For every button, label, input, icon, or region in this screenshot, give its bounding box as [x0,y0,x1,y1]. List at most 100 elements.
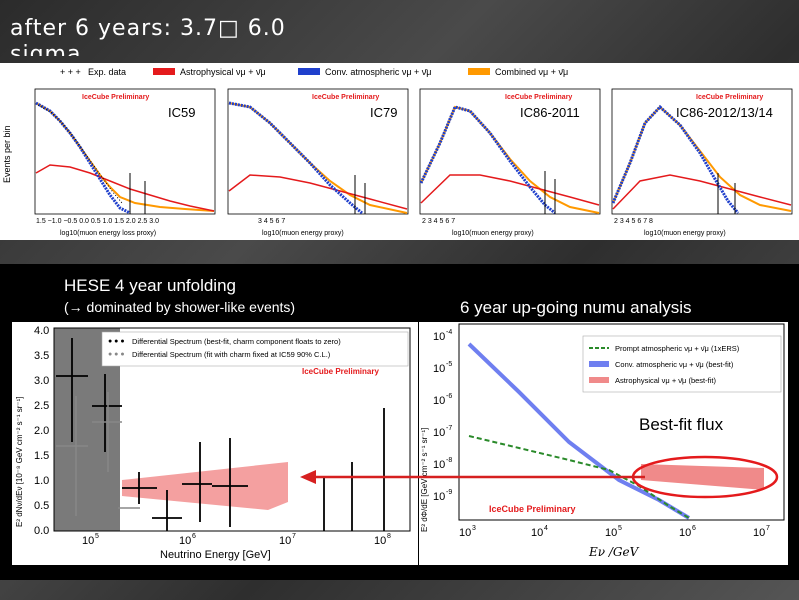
svg-text:5: 5 [95,533,99,540]
watermark: IceCube Preliminary [505,94,572,101]
astro-fit-band [122,462,288,510]
numu-plot-svg: 10 -4 10 -5 10 -6 10 -7 10 -8 10 -9 E² dΦ/dE [… [420,323,785,559]
svg-text:1.0: 1.0 [34,475,49,487]
watermark: IceCube Preliminary [82,94,149,101]
svg-text:-9: -9 [446,489,452,496]
hese-plot-svg: ● ● ● Differential Spectrum (best-fit, c… [15,325,411,561]
svg-text:10: 10 [679,527,691,539]
svg-text:10: 10 [179,535,191,547]
hese-data-points [56,338,385,531]
legend-label-combined: Combined νμ + ν̄μ [495,67,568,77]
svg-text:10: 10 [433,459,445,471]
hese-xticks: 10 5 10 6 10 7 10 8 [82,533,391,547]
svg-text:0.5: 0.5 [34,500,49,512]
top-legend: + + + Exp. data Astrophysical νμ + ν̄μ C… [60,67,568,77]
numu-ylabel: E² dΦ/dE [GeV cm⁻² s⁻¹ sr⁻¹] [420,428,429,532]
prompt-atmospheric-curve [468,435,690,519]
numu-xlabel: Eν /GeV [588,545,640,559]
slide-title: after 6 years: 3.7□ 6.0 sigma [10,16,286,56]
svg-text:10: 10 [433,427,445,439]
svg-text:4: 4 [544,525,548,532]
legend-label-astro: Astrophysical νμ + ν̄μ [180,67,266,77]
subplot-xlabel: log10(muon energy proxy) [262,230,344,237]
numu-watermark: IceCube Preliminary [489,504,576,514]
astrophysical-band [641,464,764,490]
subplot-xlabel: log10(muon energy loss proxy) [60,230,156,237]
legend-marker-data: + + + [60,67,81,77]
svg-text:10: 10 [433,363,445,375]
svg-text:7: 7 [766,525,770,532]
numu-legend-conv: Conv. atmospheric νμ + ν̄μ (best-fit) [615,360,734,369]
watermark: IceCube Preliminary [696,94,763,101]
subplot-title: IC86-2011 [520,105,580,120]
svg-text:-4: -4 [446,329,452,336]
subplot-title: IC86-2012/13/14 [676,105,773,120]
subplot-xlabel: log10(muon energy proxy) [452,230,534,237]
svg-text:10: 10 [433,331,445,343]
legend-swatch-combined [468,68,490,75]
legend-swatch-conv [298,68,320,75]
svg-text:-6: -6 [446,393,452,400]
svg-text:8: 8 [387,533,391,540]
xticks: 2 3 4 5 6 7 [422,218,455,225]
svg-text:10: 10 [279,535,291,547]
top-ylabel: Events per bin [2,125,12,183]
svg-text:3.0: 3.0 [34,375,49,387]
svg-text:3: 3 [472,525,476,532]
subplot-xlabel: log10(muon energy proxy) [644,230,726,237]
hese-legend-best-fit: Differential Spectrum (best-fit, charm c… [132,337,341,346]
svg-text:-5: -5 [446,361,452,368]
numu-flux-plot: 10 -4 10 -5 10 -6 10 -7 10 -8 10 -9 E² dΦ/dE [… [419,322,788,565]
best-fit-annotation: Best-fit flux [639,415,724,434]
numu-heading: 6 year up-going numu analysis [460,298,692,317]
svg-text:5: 5 [618,525,622,532]
hese-xlabel: Neutrino Energy [GeV] [160,549,271,561]
svg-text:2.5: 2.5 [34,400,49,412]
numu-xticks: 10 3 10 4 10 5 10 6 10 7 [459,525,770,539]
svg-text:7: 7 [292,533,296,540]
subplot-ic86-2011: IceCube Preliminary IC86-2011 2 3 4 5 6 … [419,88,601,237]
legend-swatch-astro [153,68,175,75]
svg-text:10: 10 [531,527,543,539]
svg-text:6: 6 [192,533,196,540]
svg-text:● ● ●: ● ● ● [108,351,125,358]
event-distribution-panel: + + + Exp. data Astrophysical νμ + ν̄μ C… [0,63,799,240]
hese-data-points-charm [56,392,140,516]
hese-yticks: 4.0 3.5 3.0 2.5 2.0 1.5 1.0 0.5 0.0 [34,325,49,537]
numu-legend-astro: Astrophysical νμ + ν̄μ (best-fit) [615,376,716,385]
subplot-ic79: IceCube Preliminary IC79 3 4 5 6 7 log10… [227,88,409,237]
hese-legend-charm-fixed: Differential Spectrum (fit with charm fi… [132,350,331,359]
hese-watermark: IceCube Preliminary [302,367,379,376]
legend-label-conv: Conv. atmospheric νμ + ν̄μ [325,67,432,77]
hese-unfolding-plot: ● ● ● Differential Spectrum (best-fit, c… [12,322,418,565]
svg-text:3.5: 3.5 [34,350,49,362]
xticks: 3 4 5 6 7 [258,218,285,225]
legend-label-data: Exp. data [88,67,126,77]
xticks: 1.5 −1.0 −0.5 0.0 0.5 1.0 1.5 2.0 2.5 3.… [36,218,159,225]
svg-text:-8: -8 [446,457,452,464]
svg-text:10: 10 [433,491,445,503]
svg-text:0.0: 0.0 [34,525,49,537]
xticks: 2 3 4 5 6 7 8 [614,218,653,225]
hese-subheading: (→ dominated by shower-like events) [64,299,296,315]
svg-text:4.0: 4.0 [34,325,49,337]
hese-heading: HESE 4 year unfolding [64,276,236,295]
svg-text:2.0: 2.0 [34,425,49,437]
svg-text:10: 10 [459,527,471,539]
svg-text:10: 10 [753,527,765,539]
svg-text:● ● ●: ● ● ● [108,338,125,345]
svg-text:10: 10 [433,395,445,407]
svg-text:10: 10 [82,535,94,547]
hese-ylabel: E² dNν/dEν [10⁻⁸ GeV cm⁻² s⁻¹ sr⁻¹] [15,396,24,527]
svg-text:-7: -7 [446,425,452,432]
numu-yticks: 10 -4 10 -5 10 -6 10 -7 10 -8 10 -9 [433,329,452,503]
subplot-title: IC79 [370,105,397,120]
numu-legend-prompt: Prompt atmospheric νμ + ν̄μ (1xERS) [615,344,740,353]
subplot-title: IC59 [168,105,195,120]
svg-text:6: 6 [692,525,696,532]
svg-text:10: 10 [374,535,386,547]
subplot-ic86-2012-14: IceCube Preliminary IC86-2012/13/14 2 3 … [611,88,793,237]
watermark: IceCube Preliminary [312,94,379,101]
svg-text:10: 10 [605,527,617,539]
